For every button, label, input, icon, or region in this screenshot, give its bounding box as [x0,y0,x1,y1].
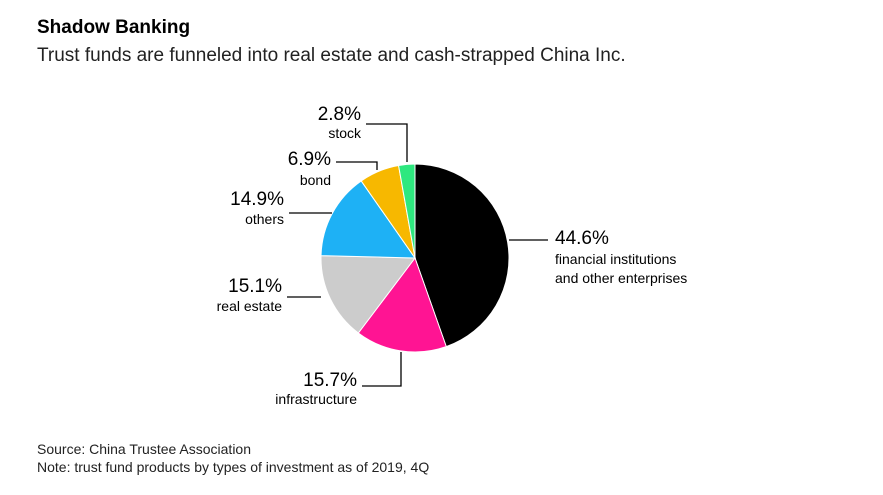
chart-title: Shadow Banking [37,17,191,38]
footnote: Note: trust fund products by types of in… [37,459,430,475]
leader-line-infrastructure [362,352,402,387]
data-label-others: 14.9% [230,189,284,210]
category-label-financial-institutions-and-other-enterprises: and other enterprises [555,270,687,286]
category-label-others: others [245,211,284,227]
data-label-stock: 2.8% [318,104,361,125]
data-label-infrastructure: 15.7% [303,370,357,391]
category-label-infrastructure: infrastructure [275,391,357,407]
category-label-financial-institutions-and-other-enterprises: financial institutions [555,251,676,267]
pie-slice-financial-institutions-and-other-enterprises [414,163,510,348]
chart-subtitle: Trust funds are funneled into real estat… [37,45,626,66]
data-label-bond: 6.9% [288,149,331,170]
source-note: Source: China Trustee Association [37,441,252,457]
category-label-stock: stock [328,125,362,141]
chart-footer: Source: China Trustee Association Note: … [37,440,429,476]
pie-slice-others [320,180,416,259]
pie-slice-infrastructure [357,256,447,353]
leader-line-bond [336,161,378,170]
category-label-bond: bond [300,172,331,188]
pie-slice-stock [397,163,416,259]
leader-line-stock [366,123,408,162]
data-label-real-estate: 15.1% [228,276,282,297]
category-label-real-estate: real estate [217,298,283,314]
data-label-financial-institutions-and-other-enterprises: 44.6% [555,228,609,249]
pie-slice-real-estate [320,255,416,334]
